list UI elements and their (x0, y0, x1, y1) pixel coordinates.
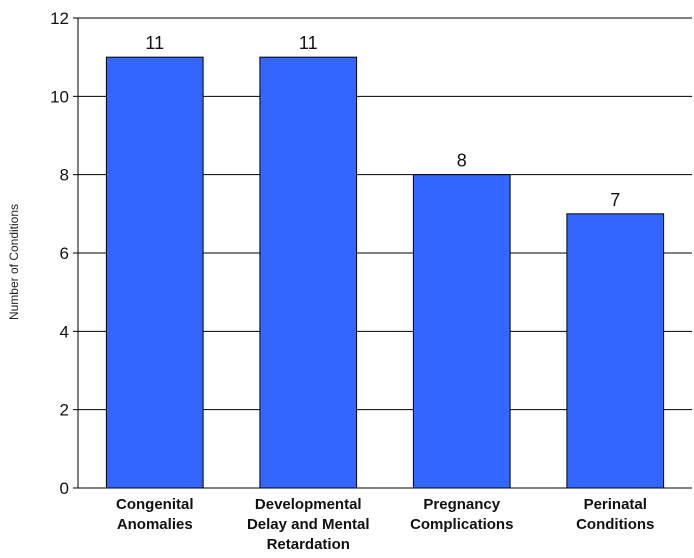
data-label-3: 7 (610, 190, 620, 210)
data-label-2: 8 (457, 151, 467, 171)
y-tick-label-8: 8 (60, 166, 69, 185)
category-label-line: Anomalies (117, 516, 193, 533)
category-label-line: Congenital (116, 496, 194, 513)
category-label-2: Pregnancy Complications (410, 496, 513, 533)
y-tick-label-2: 2 (60, 401, 69, 420)
category-label-0: Congenital Anomalies (116, 496, 194, 533)
category-labels: Congenital Anomalies Developmental Delay an… (116, 496, 654, 553)
data-label-0: 11 (145, 33, 164, 53)
y-axis-title: Number of Conditions (7, 204, 21, 320)
y-tick-label-4: 4 (60, 322, 69, 341)
bar-0 (105, 56, 204, 489)
category-label-1: Developmental Delay and Mental Retardation (247, 496, 370, 553)
category-label-line: Perinatal (584, 496, 647, 513)
category-label-line: Developmental (255, 496, 362, 513)
data-label-1: 11 (299, 33, 318, 53)
bar-3 (566, 213, 665, 489)
category-label-line: Delay and Mental (247, 516, 370, 533)
axes (73, 17, 692, 489)
category-label-line: Complications (410, 516, 513, 533)
y-tick-label-10: 10 (50, 87, 69, 106)
category-label-line: Pregnancy (423, 496, 500, 513)
bar-1 (259, 56, 358, 489)
bar-2 (412, 174, 511, 489)
y-tick-label-0: 0 (60, 479, 69, 498)
data-labels: 11 11 8 7 (145, 33, 620, 210)
y-tick-label-6: 6 (60, 244, 69, 263)
bars (105, 56, 665, 489)
y-tick-label-12: 12 (50, 9, 69, 28)
category-label-3: Perinatal Conditions (576, 496, 654, 533)
category-label-line: Retardation (267, 536, 350, 553)
y-tick-labels: 0 2 4 6 8 10 12 (50, 9, 69, 498)
category-label-line: Conditions (576, 516, 654, 533)
